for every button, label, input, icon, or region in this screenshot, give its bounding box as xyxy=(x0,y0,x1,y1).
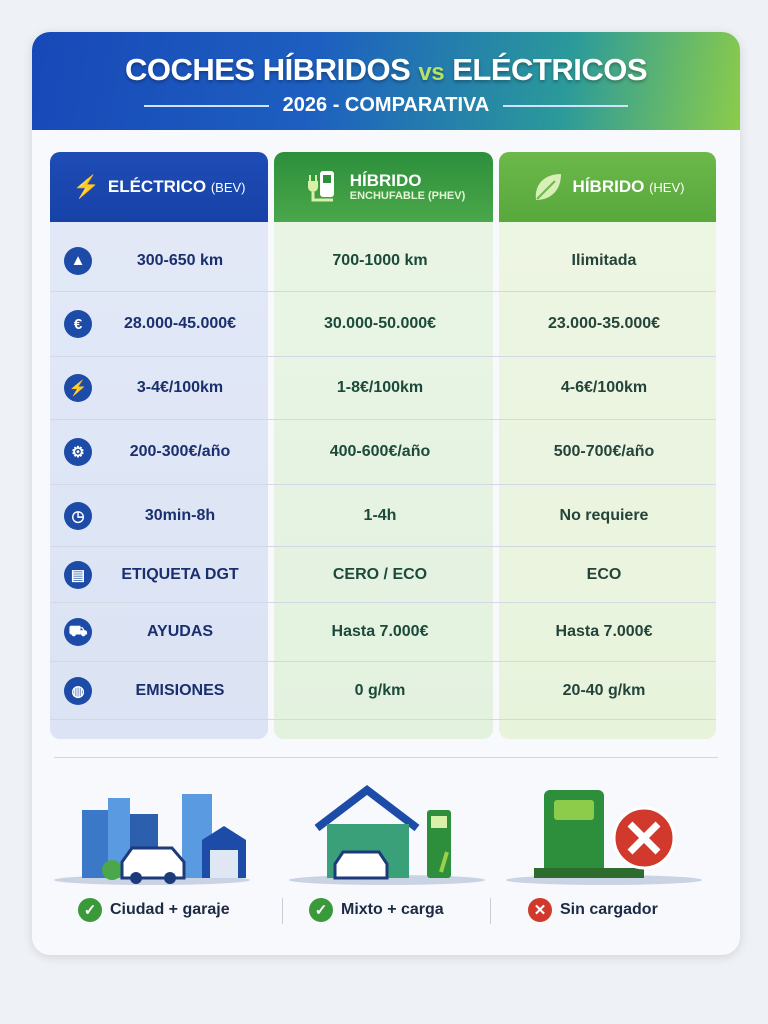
table-row: ▤ ETIQUETA DGT CERO / ECO ECO xyxy=(50,547,716,603)
table-row: ▲ 300-650 km 700-1000 km Ilimitada xyxy=(50,230,716,292)
cell-hev: 4-6€/100km xyxy=(560,379,648,396)
leaf-icon xyxy=(535,174,561,200)
table-row: ◷ 30min-8h 1-4h No requiere xyxy=(50,485,716,547)
divider xyxy=(282,898,283,924)
cell-hev: No requiere xyxy=(559,506,649,524)
title-part1: COCHES HÍBRIDOS xyxy=(124,52,411,87)
table-row: €28.000-45.000€ 30.000-50.000€ 23.000-35.0… xyxy=(50,292,716,357)
cell-bev-value: ETIQUETA DGT xyxy=(121,565,239,583)
table-row: ⚙ 200-300€/año 400-600€/año 500-700€/año xyxy=(50,420,716,485)
cell-phev: CERO / ECO xyxy=(332,565,428,583)
cell-bev-value: 3-4€/100km xyxy=(136,379,224,396)
cell-bev: ⚙ 200-300€/año xyxy=(50,438,268,466)
subsidy-icon: ⛟ xyxy=(64,618,92,646)
cell-phev: 400-600€/año xyxy=(329,443,431,460)
cell-bev: ◍ EMISIONES xyxy=(50,676,268,705)
column-name: HÍBRIDO xyxy=(349,170,422,190)
gears-icon: ⚙ xyxy=(64,438,92,466)
subtitle: 2026 - COMPARATIVA xyxy=(32,94,740,117)
page-title: COCHES HÍBRIDOS vs ELÉCTRICOS xyxy=(32,52,740,88)
divider xyxy=(490,898,491,924)
column-abbr: (HEV) xyxy=(649,180,685,195)
lightning-icon: ⚡ xyxy=(72,174,100,199)
cell-bev-value: 200-300€/año xyxy=(129,443,231,460)
cell-bev-value: AYUDAS xyxy=(146,623,214,640)
cell-hev: 20-40 g/km xyxy=(562,681,646,699)
cell-bev: ▤ ETIQUETA DGT xyxy=(50,560,268,589)
cell-bev-value: 300-650 km xyxy=(136,251,224,269)
column-name: HÍBRIDO xyxy=(572,177,645,196)
cell-phev: 1-8€/100km xyxy=(336,379,424,396)
cross-icon: ✕ xyxy=(528,898,552,922)
column-name: ELÉCTRICO xyxy=(107,177,207,196)
footer-item-no-charger: ✕ Sin cargador xyxy=(528,898,658,922)
column-abbr: (BEV) xyxy=(210,180,246,195)
cell-bev: ⛟ AYUDAS xyxy=(50,618,268,646)
footer-label: Sin cargador xyxy=(560,901,658,918)
map-icon: ▲ xyxy=(64,246,92,275)
cell-phev: 0 g/km xyxy=(354,681,406,699)
cell-hev: 500-700€/año xyxy=(553,443,655,460)
divider xyxy=(54,757,718,758)
header-banner: COCHES HÍBRIDOS vs ELÉCTRICOS 2026 - COM… xyxy=(32,32,740,130)
cell-bev: €28.000-45.000€ xyxy=(50,310,268,338)
cell-bev: ▲ 300-650 km xyxy=(50,246,268,275)
cell-bev: ⚡ 3-4€/100km xyxy=(50,374,268,402)
cell-phev: 1-4h xyxy=(363,506,397,524)
cell-hev: ECO xyxy=(586,565,622,583)
house-charger-illustration xyxy=(289,784,485,885)
lightning-icon: ⚡ xyxy=(64,374,92,402)
column-header-phev: HÍBRIDO ENCHUFABLE (PHEV) xyxy=(274,152,493,222)
column-header-bev: ⚡ ELÉCTRICO (BEV) xyxy=(50,152,268,222)
cell-hev: 23.000-35.000€ xyxy=(547,315,661,332)
city-garage-illustration xyxy=(54,794,250,885)
title-vs: vs xyxy=(418,59,445,86)
stopwatch-icon: ◷ xyxy=(64,501,92,530)
no-charger-illustration xyxy=(506,790,702,885)
table-row: ◍ EMISIONES 0 g/km 20-40 g/km xyxy=(50,662,716,720)
money-bag-euro-icon: € xyxy=(64,310,92,338)
column-phev: HÍBRIDO ENCHUFABLE (PHEV) xyxy=(274,152,493,739)
cell-hev: Hasta 7.000€ xyxy=(555,623,653,640)
check-icon: ✓ xyxy=(309,898,333,922)
cell-bev-value: 30min-8h xyxy=(144,506,216,524)
check-icon: ✓ xyxy=(78,898,102,922)
column-header-hev: HÍBRIDO (HEV) xyxy=(499,152,716,222)
column-hev: HÍBRIDO (HEV) xyxy=(499,152,716,739)
footer-label: Mixto + carga xyxy=(341,901,444,918)
footer-label: Ciudad + garaje xyxy=(110,901,230,918)
globe-icon: ◍ xyxy=(64,676,92,705)
cell-phev: Hasta 7.000€ xyxy=(331,623,429,640)
cell-bev-value: 28.000-45.000€ xyxy=(123,315,237,332)
label-card-icon: ▤ xyxy=(64,560,92,589)
table-row: ⚡ 3-4€/100km 1-8€/100km 4-6€/100km xyxy=(50,357,716,420)
cell-bev: ◷ 30min-8h xyxy=(50,501,268,530)
column-abbr: ENCHUFABLE (PHEV) xyxy=(349,190,466,203)
title-part2: ELÉCTRICOS xyxy=(452,52,648,87)
table-row: ⛟ AYUDAS Hasta 7.000€ Hasta 7.000€ xyxy=(50,603,716,662)
cell-hev: Ilimitada xyxy=(571,251,637,269)
cell-phev: 700-1000 km xyxy=(332,251,428,269)
infographic-card: COCHES HÍBRIDOS vs ELÉCTRICOS 2026 - COM… xyxy=(32,32,740,955)
footer-item-mixed: ✓ Mixto + carga xyxy=(309,898,444,922)
cell-phev: 30.000-50.000€ xyxy=(323,315,437,332)
footer-item-city: ✓ Ciudad + garaje xyxy=(78,898,230,922)
cell-bev-value: EMISIONES xyxy=(135,681,225,699)
charger-plug-icon xyxy=(307,171,334,202)
